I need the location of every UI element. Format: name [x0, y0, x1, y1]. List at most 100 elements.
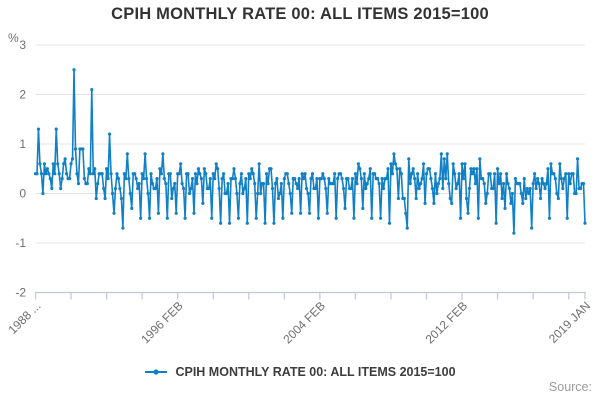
data-point — [183, 216, 187, 220]
data-point — [73, 147, 78, 151]
data-point — [501, 182, 506, 186]
data-point — [162, 177, 166, 181]
data-point — [531, 182, 535, 186]
data-point — [353, 172, 358, 176]
data-point — [333, 172, 337, 176]
x-tick-label: 2004 FEB — [280, 299, 328, 347]
data-point — [158, 167, 162, 171]
data-point — [45, 167, 49, 171]
data-point — [336, 177, 340, 181]
data-point — [453, 172, 457, 176]
data-point — [211, 172, 215, 176]
data-point — [389, 162, 393, 166]
y-tick-label: 1 — [19, 137, 26, 151]
data-point — [51, 162, 55, 166]
data-point — [213, 177, 217, 181]
data-point — [254, 216, 258, 220]
data-point — [414, 196, 418, 201]
data-point — [144, 177, 149, 181]
data-point — [476, 216, 480, 220]
data-point — [466, 211, 470, 215]
data-point — [156, 211, 161, 215]
data-point — [537, 182, 541, 186]
data-point — [153, 186, 158, 191]
data-point — [54, 127, 58, 131]
data-point — [395, 167, 399, 171]
data-point — [533, 172, 537, 176]
data-point — [341, 186, 346, 191]
data-point — [164, 182, 168, 186]
data-point — [226, 182, 230, 186]
data-point — [528, 186, 532, 191]
data-point — [364, 186, 368, 191]
data-point — [204, 172, 208, 176]
data-point — [475, 167, 479, 171]
data-point — [436, 182, 440, 186]
data-point — [82, 177, 86, 181]
data-point — [507, 186, 512, 191]
data-point — [159, 172, 163, 176]
data-point — [251, 172, 255, 176]
data-point — [488, 172, 492, 176]
data-point — [568, 182, 572, 186]
x-tick-label: 1996 FEB — [138, 299, 186, 347]
data-point — [272, 221, 276, 225]
data-point — [547, 216, 552, 220]
data-point — [75, 172, 79, 176]
data-point — [421, 162, 426, 166]
data-point — [248, 177, 252, 181]
data-point — [438, 177, 442, 181]
y-tick-label: -1 — [15, 236, 26, 250]
data-point — [161, 152, 165, 156]
data-point — [447, 182, 451, 186]
data-point — [424, 172, 429, 176]
data-point — [377, 182, 381, 186]
data-point — [147, 216, 152, 220]
data-point — [420, 177, 424, 181]
data-point — [509, 201, 513, 205]
data-point — [399, 172, 403, 176]
data-point — [365, 182, 369, 186]
data-point — [232, 167, 236, 171]
data-point — [561, 186, 565, 191]
data-point — [170, 196, 174, 201]
data-point — [241, 191, 245, 196]
data-point — [313, 186, 318, 191]
data-point — [541, 182, 546, 186]
data-point — [396, 196, 400, 201]
data-point — [288, 191, 292, 196]
data-point — [331, 182, 335, 186]
data-point — [558, 162, 562, 166]
data-point — [96, 182, 100, 186]
data-point — [279, 182, 283, 186]
data-point — [65, 172, 69, 176]
data-point — [69, 162, 73, 166]
data-point — [473, 182, 477, 186]
y-tick-label: -2 — [15, 286, 26, 300]
data-point — [404, 211, 408, 215]
data-point — [192, 211, 196, 215]
data-point — [242, 186, 246, 191]
data-point — [315, 177, 319, 181]
data-point — [266, 182, 270, 186]
data-point — [427, 167, 432, 171]
data-point — [263, 221, 267, 225]
data-point — [294, 182, 298, 186]
data-point — [518, 182, 522, 186]
data-point — [201, 201, 205, 205]
data-point — [115, 172, 119, 176]
data-point — [417, 186, 421, 191]
data-point — [113, 186, 118, 191]
data-point — [297, 177, 301, 181]
data-point — [565, 216, 569, 220]
data-point — [416, 172, 420, 176]
legend[interactable]: CPIH MONTHLY RATE 00: ALL ITEMS 2015=100 — [0, 363, 600, 381]
data-point — [368, 167, 372, 171]
data-point — [442, 157, 446, 161]
data-point — [112, 211, 116, 215]
data-point — [322, 177, 326, 181]
data-point — [522, 177, 526, 181]
data-point — [143, 152, 147, 156]
data-point — [91, 172, 95, 176]
data-point — [179, 162, 183, 166]
